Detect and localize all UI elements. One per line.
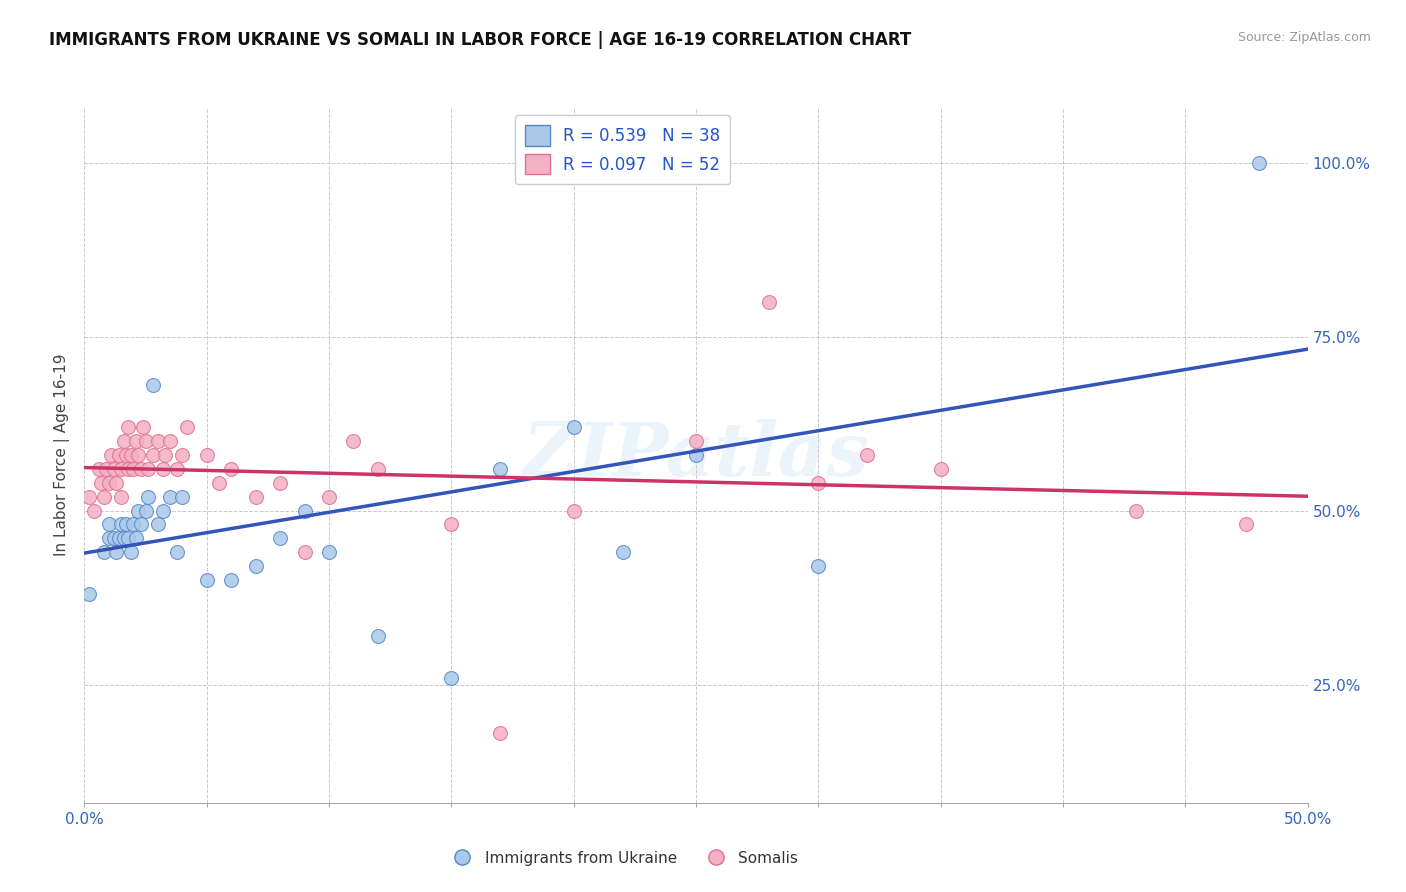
Point bbox=[685, 448, 707, 462]
Point bbox=[159, 434, 181, 448]
Point bbox=[342, 434, 364, 448]
Point bbox=[77, 490, 100, 504]
Point bbox=[489, 726, 512, 740]
Point bbox=[115, 517, 138, 532]
Point bbox=[103, 462, 125, 476]
Text: IMMIGRANTS FROM UKRAINE VS SOMALI IN LABOR FORCE | AGE 16-19 CORRELATION CHART: IMMIGRANTS FROM UKRAINE VS SOMALI IN LAB… bbox=[49, 31, 911, 49]
Point bbox=[807, 475, 830, 490]
Point bbox=[135, 434, 157, 448]
Point bbox=[112, 434, 135, 448]
Point bbox=[132, 420, 155, 434]
Point bbox=[294, 503, 316, 517]
Point bbox=[96, 462, 118, 476]
Point bbox=[125, 434, 148, 448]
Point bbox=[117, 462, 139, 476]
Point bbox=[929, 462, 952, 476]
Point bbox=[122, 462, 145, 476]
Point bbox=[159, 490, 181, 504]
Point bbox=[136, 462, 159, 476]
Point bbox=[97, 532, 120, 546]
Point bbox=[1247, 155, 1270, 169]
Point bbox=[129, 517, 152, 532]
Point bbox=[105, 475, 128, 490]
Point bbox=[807, 559, 830, 574]
Point bbox=[110, 517, 132, 532]
Point bbox=[127, 503, 149, 517]
Point bbox=[105, 545, 128, 559]
Point bbox=[294, 545, 316, 559]
Legend: Immigrants from Ukraine, Somalis: Immigrants from Ukraine, Somalis bbox=[440, 845, 804, 871]
Point bbox=[97, 475, 120, 490]
Point bbox=[166, 545, 188, 559]
Point bbox=[77, 587, 100, 601]
Point bbox=[120, 448, 142, 462]
Point bbox=[318, 545, 340, 559]
Point bbox=[685, 434, 707, 448]
Point bbox=[562, 420, 585, 434]
Point bbox=[440, 517, 463, 532]
Text: Source: ZipAtlas.com: Source: ZipAtlas.com bbox=[1237, 31, 1371, 45]
Point bbox=[152, 503, 174, 517]
Point bbox=[120, 545, 142, 559]
Point bbox=[176, 420, 198, 434]
Point bbox=[122, 517, 145, 532]
Point bbox=[136, 490, 159, 504]
Point bbox=[152, 462, 174, 476]
Point bbox=[129, 462, 152, 476]
Point bbox=[208, 475, 231, 490]
Point bbox=[103, 532, 125, 546]
Point bbox=[127, 448, 149, 462]
Point bbox=[117, 420, 139, 434]
Point bbox=[115, 448, 138, 462]
Point bbox=[195, 448, 218, 462]
Point bbox=[367, 629, 389, 643]
Point bbox=[142, 448, 165, 462]
Point bbox=[489, 462, 512, 476]
Point bbox=[758, 294, 780, 309]
Y-axis label: In Labor Force | Age 16-19: In Labor Force | Age 16-19 bbox=[55, 353, 70, 557]
Point bbox=[146, 434, 169, 448]
Point bbox=[125, 532, 148, 546]
Point bbox=[112, 532, 135, 546]
Point bbox=[107, 532, 129, 546]
Point bbox=[87, 462, 110, 476]
Point bbox=[117, 532, 139, 546]
Point bbox=[269, 475, 291, 490]
Point bbox=[195, 573, 218, 587]
Point bbox=[245, 490, 267, 504]
Point bbox=[110, 490, 132, 504]
Point bbox=[172, 490, 194, 504]
Point bbox=[93, 545, 115, 559]
Point bbox=[146, 517, 169, 532]
Point bbox=[612, 545, 634, 559]
Point bbox=[166, 462, 188, 476]
Point bbox=[97, 517, 120, 532]
Point bbox=[219, 462, 242, 476]
Point bbox=[110, 462, 132, 476]
Point bbox=[1125, 503, 1147, 517]
Point bbox=[93, 490, 115, 504]
Point bbox=[83, 503, 105, 517]
Point bbox=[562, 503, 585, 517]
Point bbox=[107, 448, 129, 462]
Point bbox=[142, 378, 165, 392]
Point bbox=[318, 490, 340, 504]
Point bbox=[367, 462, 389, 476]
Point bbox=[153, 448, 176, 462]
Point bbox=[90, 475, 112, 490]
Point bbox=[856, 448, 879, 462]
Point bbox=[172, 448, 194, 462]
Point bbox=[1234, 517, 1257, 532]
Point bbox=[100, 448, 122, 462]
Point bbox=[269, 532, 291, 546]
Text: ZIPatlas: ZIPatlas bbox=[523, 418, 869, 491]
Point bbox=[219, 573, 242, 587]
Point bbox=[440, 671, 463, 685]
Point bbox=[245, 559, 267, 574]
Point bbox=[135, 503, 157, 517]
